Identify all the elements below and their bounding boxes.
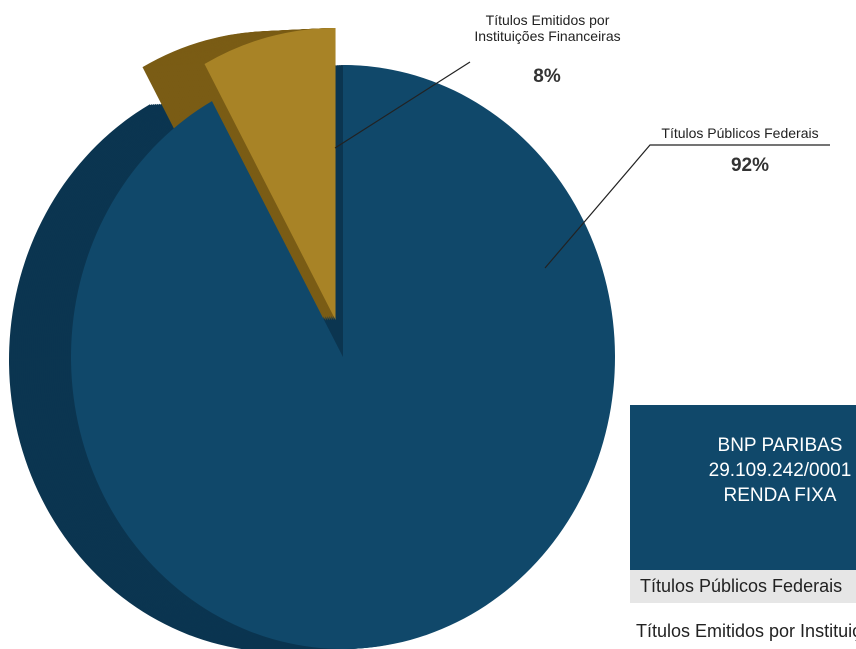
leader-line — [544, 144, 830, 269]
pie-slice — [70, 65, 615, 649]
table-row: Títulos Emitidos por Instituições Financ… — [636, 621, 856, 641]
table-header: BNP PARIBAS 29.109.242/0001 RENDA FIXA — [630, 405, 856, 570]
header-line: 29.109.242/0001 — [708, 460, 852, 481]
leader-line — [334, 61, 471, 149]
table-row: Títulos Públicos Federais — [630, 570, 856, 603]
pie-slice — [204, 27, 336, 320]
slice-value-label: 8% — [533, 66, 561, 87]
slice-label: Títulos Emitidos por Instituições Financ… — [474, 12, 621, 44]
slice-value-label: 92% — [730, 155, 770, 176]
header-line: BNP PARIBAS — [717, 435, 843, 456]
slice-label: Títulos Públicos Federais — [661, 125, 819, 141]
summary-table: BNP PARIBAS 29.109.242/0001 RENDA FIXA T… — [630, 405, 856, 649]
header-line: RENDA FIXA — [723, 485, 837, 506]
